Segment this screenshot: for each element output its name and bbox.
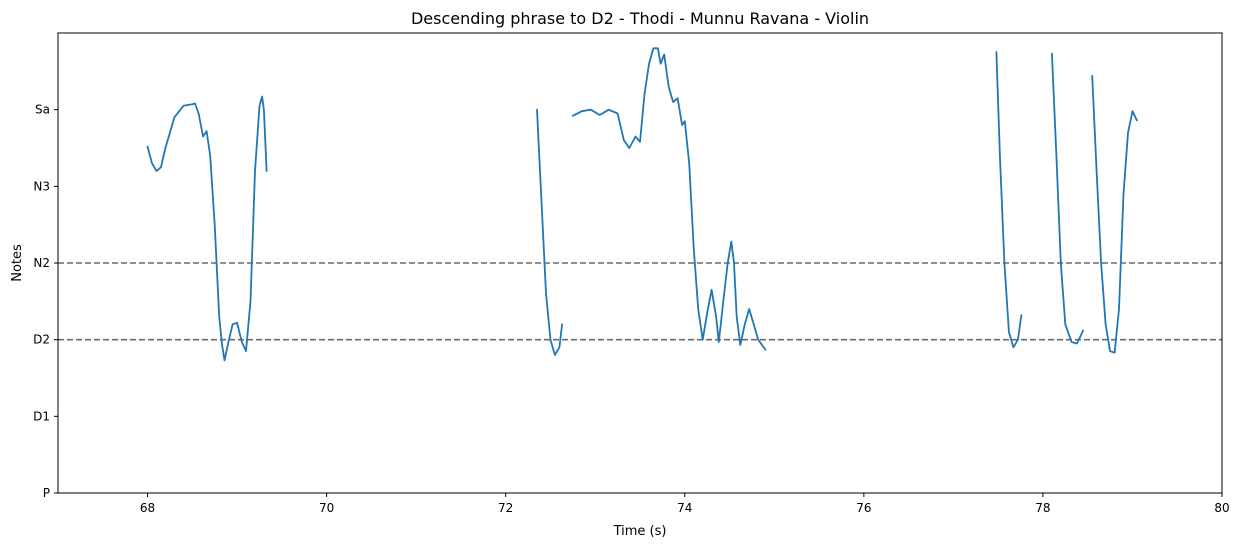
y-axis-ticks: P D1 D2 N2 N3 Sa (33, 103, 58, 500)
x-tick-label: 70 (319, 501, 334, 515)
x-axis-label: Time (s) (613, 524, 667, 539)
x-axis-ticks: 68 70 72 74 76 78 80 (140, 493, 1230, 515)
pitch-segment-3 (571, 47, 767, 351)
x-tick-label: 76 (856, 501, 871, 515)
y-axis-label: Notes (10, 244, 25, 282)
pitch-segment-1 (146, 95, 268, 362)
pitch-series (146, 47, 1138, 362)
y-tick-label: P (43, 486, 50, 500)
y-tick-label: D2 (33, 333, 50, 347)
pitch-segment-2 (536, 108, 563, 356)
x-tick-label: 80 (1214, 501, 1229, 515)
x-tick-label: 74 (677, 501, 692, 515)
x-tick-label: 78 (1035, 501, 1050, 515)
x-tick-label: 72 (498, 501, 513, 515)
x-tick-label: 68 (140, 501, 155, 515)
y-tick-label: Sa (35, 103, 50, 117)
pitch-segment-4 (995, 51, 1023, 349)
y-tick-label: N2 (33, 256, 50, 270)
pitch-segment-5 (1051, 52, 1085, 345)
chart-title: Descending phrase to D2 - Thodi - Munnu … (411, 9, 869, 28)
y-tick-label: D1 (33, 409, 50, 423)
y-tick-label: N3 (33, 179, 50, 193)
pitch-segment-6 (1091, 75, 1138, 354)
